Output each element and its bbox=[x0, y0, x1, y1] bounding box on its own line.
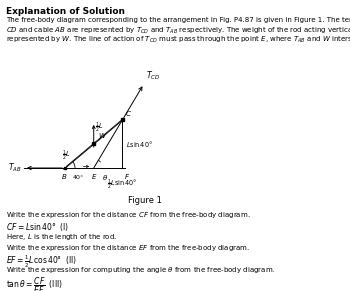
Text: Explanation of Solution: Explanation of Solution bbox=[6, 7, 125, 16]
Text: Write the expression for the distance $CF$ from the free-body diagram.: Write the expression for the distance $C… bbox=[6, 210, 251, 220]
Text: $B$: $B$ bbox=[61, 172, 67, 181]
Text: $\theta$: $\theta$ bbox=[102, 173, 108, 182]
Text: The free-body diagram corresponding to the arrangement in Fig. P4.87 is given in: The free-body diagram corresponding to t… bbox=[6, 17, 350, 23]
Bar bbox=[92, 143, 95, 145]
Bar bbox=[64, 167, 66, 169]
Text: $EF = \frac{1}{2}L\cos 40°\;$ (II): $EF = \frac{1}{2}L\cos 40°\;$ (II) bbox=[6, 254, 77, 270]
Text: Write the expression for computing the angle $\theta$ from the free-body diagram: Write the expression for computing the a… bbox=[6, 265, 275, 275]
Text: Here, $L$ is the length of the rod.: Here, $L$ is the length of the rod. bbox=[6, 232, 117, 242]
Text: $\frac{1}{2}L$: $\frac{1}{2}L$ bbox=[95, 121, 104, 135]
Text: $T_{AB}$: $T_{AB}$ bbox=[8, 162, 22, 174]
Text: $CD$ and cable $AB$ are represented by $T_{CD}$ and $T_{AB}$ respectively. The w: $CD$ and cable $AB$ are represented by $… bbox=[6, 26, 350, 36]
Text: $C$: $C$ bbox=[125, 109, 132, 118]
Text: Figure 1: Figure 1 bbox=[128, 196, 162, 205]
Text: $\frac{1}{2}L\sin 40°$: $\frac{1}{2}L\sin 40°$ bbox=[107, 178, 138, 192]
Text: $L\sin 40°$: $L\sin 40°$ bbox=[126, 139, 153, 149]
Bar bbox=[121, 118, 124, 121]
Text: $40°$: $40°$ bbox=[72, 173, 84, 181]
Text: Write the expression for the distance $EF$ from the free-body diagram.: Write the expression for the distance $E… bbox=[6, 243, 250, 253]
Text: $\frac{1}{2}L$: $\frac{1}{2}L$ bbox=[62, 149, 71, 163]
Text: $E$: $E$ bbox=[91, 172, 97, 181]
Text: $CF = L\sin 40°\;$ (I): $CF = L\sin 40°\;$ (I) bbox=[6, 221, 69, 233]
Text: represented by $W$. The line of action of $T_{CD}$ must pass through the point $: represented by $W$. The line of action o… bbox=[6, 35, 350, 45]
Text: $\tan\theta = \dfrac{CF}{EF}\;$ (III): $\tan\theta = \dfrac{CF}{EF}\;$ (III) bbox=[6, 276, 63, 291]
Text: $W$: $W$ bbox=[98, 132, 107, 140]
Text: $T_{CD}$: $T_{CD}$ bbox=[146, 69, 160, 82]
Text: $F$: $F$ bbox=[125, 172, 131, 181]
